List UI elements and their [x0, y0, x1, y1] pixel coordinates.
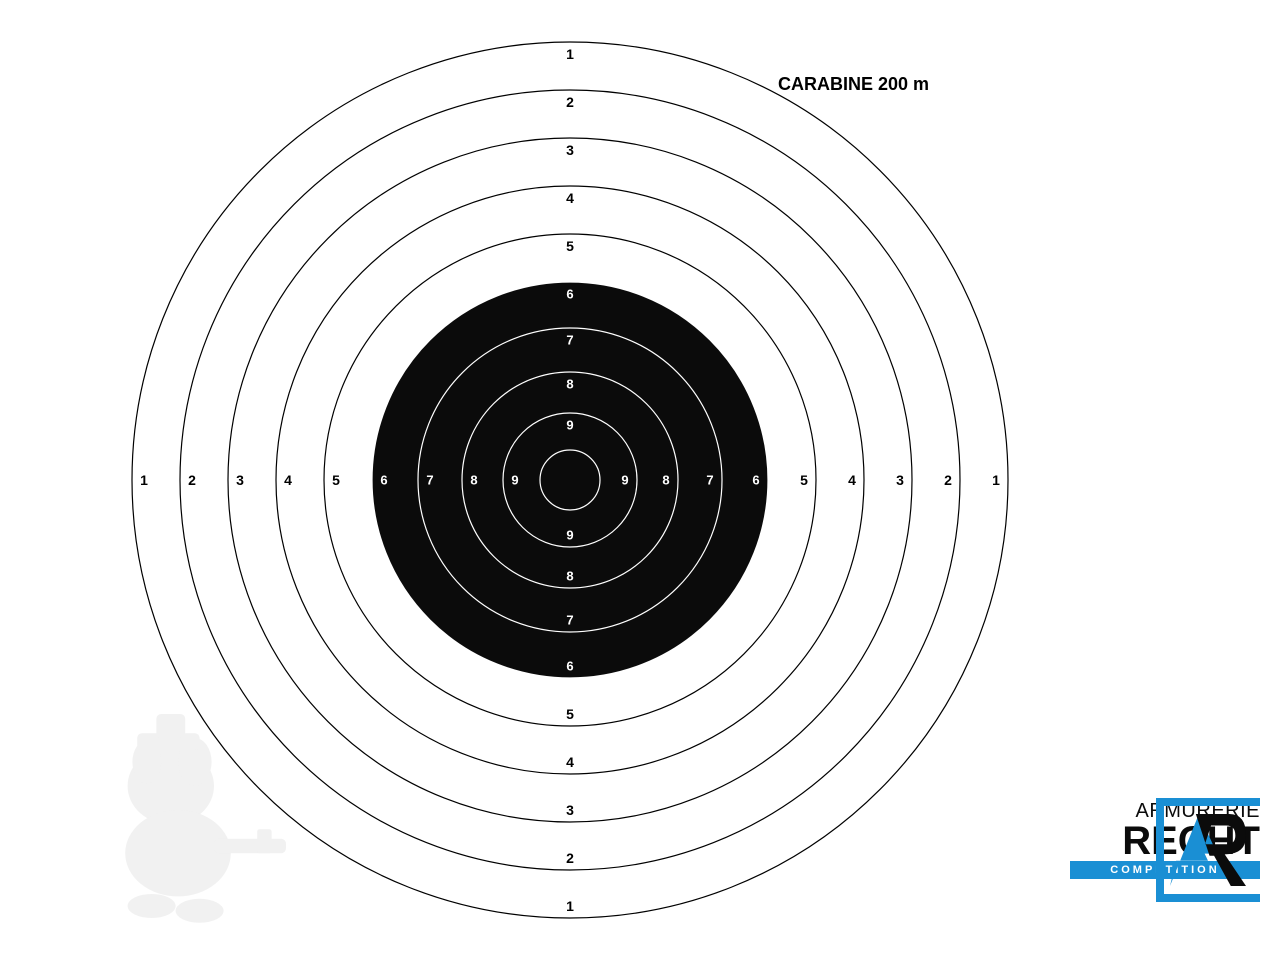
svg-text:1: 1	[140, 472, 148, 488]
svg-text:4: 4	[566, 754, 574, 770]
svg-text:8: 8	[662, 473, 669, 488]
svg-text:2: 2	[566, 94, 574, 110]
svg-text:9: 9	[621, 473, 628, 488]
svg-text:5: 5	[566, 238, 574, 254]
svg-text:3: 3	[566, 802, 574, 818]
svg-text:5: 5	[566, 706, 574, 722]
svg-text:6: 6	[380, 473, 387, 488]
svg-text:2: 2	[188, 472, 196, 488]
svg-text:1: 1	[566, 46, 574, 62]
svg-text:7: 7	[426, 473, 433, 488]
svg-text:3: 3	[566, 142, 574, 158]
brand-logo: ARMURERIE RECHT COMPETITION	[1070, 798, 1260, 879]
svg-text:8: 8	[566, 569, 573, 584]
svg-text:5: 5	[800, 472, 808, 488]
svg-text:4: 4	[284, 472, 292, 488]
svg-text:8: 8	[566, 377, 573, 392]
svg-text:2: 2	[944, 472, 952, 488]
svg-text:7: 7	[566, 333, 573, 348]
logo-mark	[1070, 798, 1260, 902]
svg-text:6: 6	[566, 659, 573, 674]
svg-text:7: 7	[706, 473, 713, 488]
svg-text:1: 1	[992, 472, 1000, 488]
target-title: CARABINE 200 m	[778, 74, 929, 95]
watermark-mascot	[70, 690, 310, 930]
svg-text:8: 8	[470, 473, 477, 488]
svg-text:4: 4	[848, 472, 856, 488]
svg-text:3: 3	[236, 472, 244, 488]
svg-text:6: 6	[752, 473, 759, 488]
svg-text:5: 5	[332, 472, 340, 488]
svg-text:7: 7	[566, 613, 573, 628]
svg-text:1: 1	[566, 898, 574, 914]
svg-text:3: 3	[896, 472, 904, 488]
svg-text:9: 9	[566, 528, 573, 543]
svg-text:6: 6	[566, 287, 573, 302]
svg-text:2: 2	[566, 850, 574, 866]
stage: 1 1 1 1 2 2 2 2 3 3 3 3 4 4 4 4 5 5 5 5 6 6 6 6 7 7 7 7 8 8 8 8 9 9 9 9 CAR…	[0, 0, 1280, 960]
svg-text:9: 9	[511, 473, 518, 488]
svg-text:9: 9	[566, 418, 573, 433]
svg-text:4: 4	[566, 190, 574, 206]
